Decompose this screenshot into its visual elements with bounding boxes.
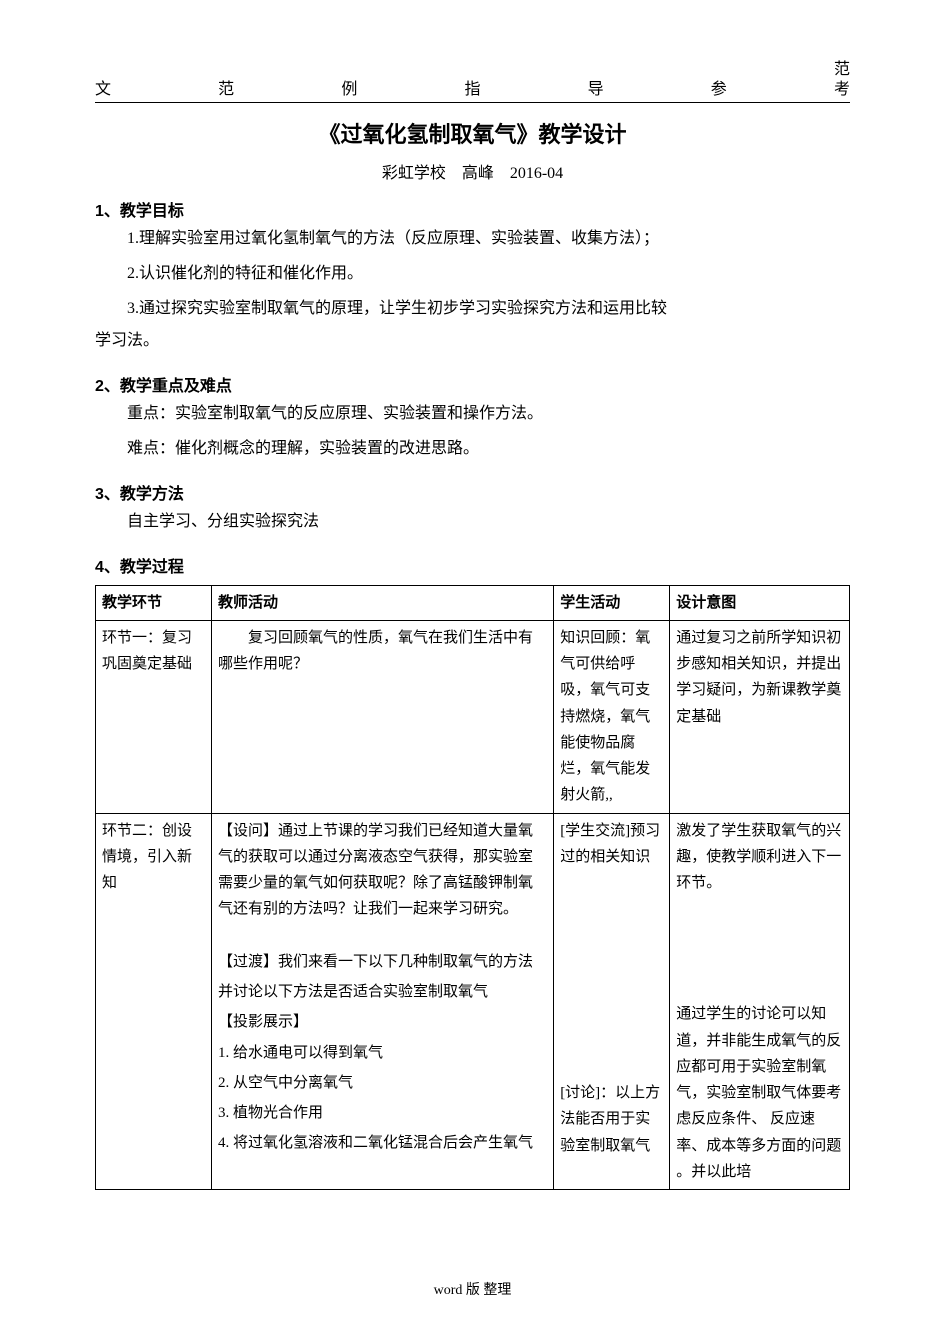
table-cell: [学生交流]预习过的相关知识 [讨论]：以上方法能否用于实验室制取氧气 (554, 813, 670, 1190)
body-text: 难点：催化剂概念的理解，实验装置的改进思路。 (95, 433, 850, 466)
page-subtitle: 彩虹学校 高峰 2016-04 (95, 159, 850, 183)
section-heading-1: 1、教学目标 (95, 197, 850, 221)
body-text: 1.理解实验室用过氧化氢制氧气的方法（反应原理、实验装置、收集方法）； (95, 223, 850, 256)
header-item: 例 (341, 75, 357, 99)
header-item: 指 (464, 75, 480, 99)
body-text: 2.认识催化剂的特征和催化作用。 (95, 258, 850, 291)
cell-para: 激发了学生获取氧气的兴趣，使教学顺利进入下一环节。 (676, 823, 841, 892)
table-cell: 环节一：复习巩固奠定基础 (96, 620, 212, 813)
table-cell: 激发了学生获取氧气的兴趣，使教学顺利进入下一环节。 通过学生的讨论可以知道，并非… (670, 813, 850, 1190)
table-cell: 通过复习之前所学知识初步感知相关知识，并提出学习疑问，为新课教学奠定基础 (670, 620, 850, 813)
header-item: 导 (588, 75, 604, 99)
table-header: 学生活动 (554, 585, 670, 620)
section-heading-3: 3、教学方法 (95, 480, 850, 504)
cell-para: [讨论]：以上方法能否用于实验室制取氧气 (560, 1085, 660, 1154)
table-header: 教学环节 (96, 585, 212, 620)
section-heading-2: 2、教学重点及难点 (95, 372, 850, 396)
header-item: 参 (711, 75, 727, 99)
table-cell: 复习回顾氧气的性质，氧气在我们生活中有哪些作用呢？ (212, 620, 554, 813)
table-header-row: 教学环节 教师活动 学生活动 设计意图 (96, 585, 850, 620)
cell-list-item: 4. 将过氧化氢溶液和二氧化锰混合后会产生氧气 (218, 1130, 547, 1156)
teaching-process-table: 教学环节 教师活动 学生活动 设计意图 环节一：复习巩固奠定基础 复习回顾氧气的… (95, 585, 850, 1191)
body-text: 重点：实验室制取氧气的反应原理、实验装置和操作方法。 (95, 398, 850, 431)
page-title: 《过氧化氢制取氧气》教学设计 (95, 117, 850, 149)
body-text: 自主学习、分组实验探究法 (95, 506, 850, 539)
table-row: 环节二：创设情境，引入新知 【设问】通过上节课的学习我们已经知道大量氧气的获取可… (96, 813, 850, 1190)
cell-list-item: 2. 从空气中分离氧气 (218, 1070, 547, 1096)
header-item: 范 (218, 75, 234, 99)
table-header: 设计意图 (670, 585, 850, 620)
cell-para: 通过学生的讨论可以知道，并非能生成氧气的反应都可用于实验室制氧气，实验室制取气体… (676, 1006, 841, 1180)
table-cell: 知识回顾：氧气可供给呼吸，氧气可支持燃烧，氧气能使物品腐烂，氧气能发射火箭,, (554, 620, 670, 813)
table-cell: 【设问】通过上节课的学习我们已经知道大量氧气的获取可以通过分离液态空气获得，那实… (212, 813, 554, 1190)
cell-para: 【过渡】我们来看一下以下几种制取氧气的方法 (218, 954, 533, 970)
table-header: 教师活动 (212, 585, 554, 620)
page-footer: word 版 整理 (0, 1279, 945, 1299)
cell-list-item: 3. 植物光合作用 (218, 1100, 547, 1126)
header-line: 文 范 例 指 导 参 考 范 (95, 75, 850, 103)
cell-list-item: 1. 给水通电可以得到氧气 (218, 1040, 547, 1066)
section-heading-4: 4、教学过程 (95, 553, 850, 577)
table-cell: 环节二：创设情境，引入新知 (96, 813, 212, 1190)
cell-para: 并讨论以下方法是否适合实验室制取氧气 (218, 979, 547, 1005)
cell-para: 【设问】通过上节课的学习我们已经知道大量氧气的获取可以通过分离液态空气获得，那实… (218, 823, 533, 918)
table-row: 环节一：复习巩固奠定基础 复习回顾氧气的性质，氧气在我们生活中有哪些作用呢？ 知… (96, 620, 850, 813)
body-text: 3.通过探究实验室制取氧气的原理，让学生初步学习实验探究方法和运用比较 (95, 293, 850, 326)
cell-para: 【投影展示】 (218, 1009, 547, 1035)
header-item: 文 (95, 75, 111, 99)
header-fan-right: 范 (834, 55, 850, 79)
cell-para: [学生交流]预习过的相关知识 (560, 823, 660, 865)
body-text: 学习法。 (95, 325, 850, 358)
